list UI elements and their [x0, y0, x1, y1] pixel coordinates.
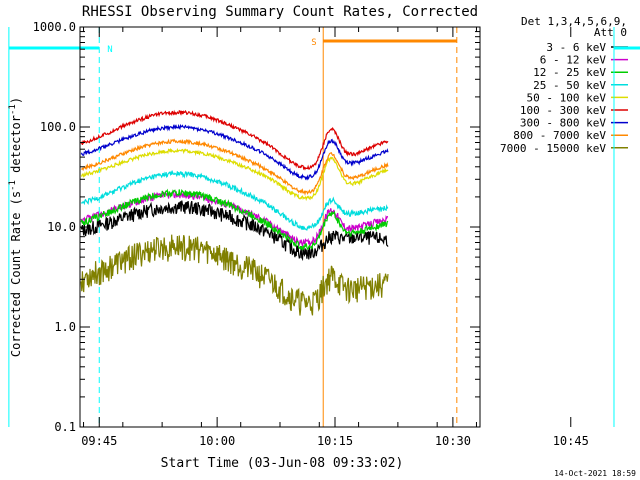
chart-title: RHESSI Observing Summary Count Rates, Co…	[82, 4, 478, 20]
x-axis-label: Start Time (03-Jun-08 09:33:02)	[161, 456, 404, 471]
legend-label: 300 - 800 keV	[520, 117, 606, 130]
y-tick-label: 10.0	[47, 220, 76, 234]
series-line-6	[80, 123, 389, 181]
series-line-7	[81, 138, 389, 196]
y-axis-label-mid: detector	[9, 115, 23, 180]
y-axis-label: Corrected Count Rate (s-1 detector-1)	[8, 97, 23, 357]
series-line-8	[80, 234, 389, 316]
legend-header-line: Det 1,3,4,5,6,9,	[521, 15, 627, 28]
footer-date: 14-Oct-2021 18:59	[554, 469, 636, 478]
series-line-0	[80, 200, 389, 262]
series-line-5	[80, 109, 389, 171]
y-tick-label: 1.0	[54, 320, 76, 334]
series-line-3	[80, 169, 389, 231]
legend-label: 50 - 100 keV	[527, 91, 607, 104]
legend-header-line: Att 0	[594, 26, 627, 39]
x-tick-label: 10:30	[435, 434, 471, 448]
y-axis-label-end: )	[9, 97, 23, 104]
marker-label: S	[311, 38, 316, 48]
y-axis: 0.1 1.0 10.0 100.0 1000.0	[33, 20, 480, 434]
x-tick-label: 10:45	[553, 434, 589, 448]
series-line-1	[80, 190, 389, 248]
marker-label: N	[107, 45, 112, 55]
legend-label: 3 - 6 keV	[546, 41, 606, 54]
y-axis-label-sup2: -1	[8, 104, 18, 115]
y-tick-label: 1000.0	[33, 20, 76, 34]
legend-header: Det 1,3,4,5,6,9,Att 0	[521, 15, 627, 39]
plot-frame	[79, 26, 481, 428]
y-axis-label-sup1: -1	[8, 180, 18, 191]
y-axis-label-main: Corrected Count Rate (s	[9, 191, 23, 357]
legend-label: 6 - 12 keV	[540, 54, 607, 67]
y-tick-label: 0.1	[54, 420, 76, 434]
series-line-2	[80, 188, 389, 251]
legend-label: 100 - 300 keV	[520, 104, 606, 117]
x-tick-label: 10:00	[199, 434, 235, 448]
x-tick-label: 09:45	[81, 434, 117, 448]
legend-label: 800 - 7000 keV	[513, 129, 606, 142]
legend-label: 12 - 25 keV	[533, 66, 606, 79]
y-tick-label: 100.0	[40, 120, 76, 134]
x-tick-label: 10:15	[317, 434, 353, 448]
legend-label: 25 - 50 keV	[533, 79, 606, 92]
legend-label: 7000 - 15000 keV	[500, 142, 606, 155]
series-group	[80, 109, 389, 316]
series-line-4	[80, 147, 389, 202]
